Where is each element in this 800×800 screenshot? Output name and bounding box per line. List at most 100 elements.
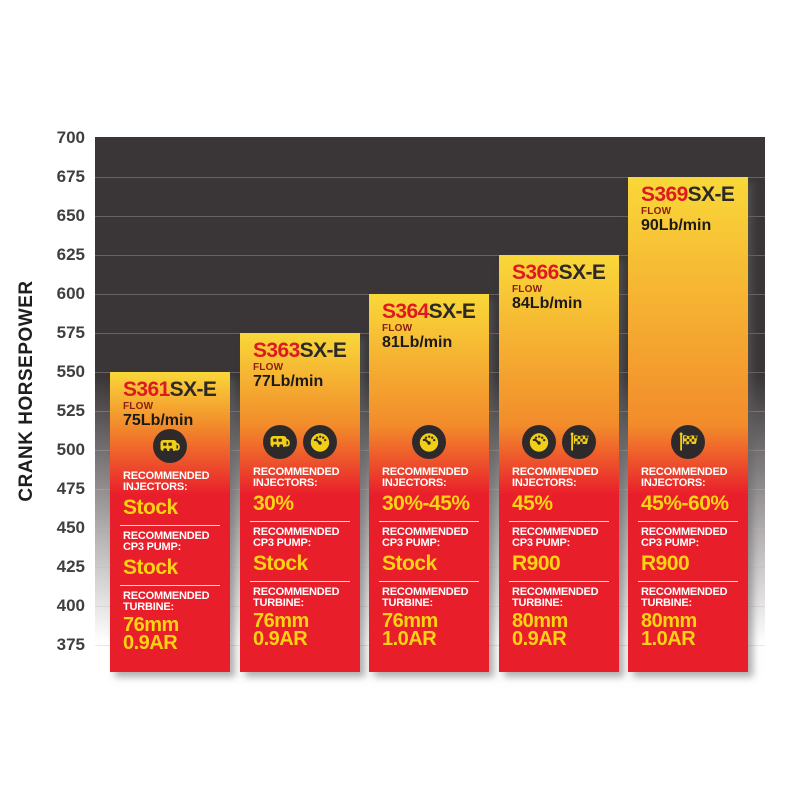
flow-value: 75Lb/min: [123, 412, 194, 429]
flow-value: 90Lb/min: [641, 217, 712, 234]
turbine-value: 76mm 0.9AR: [253, 610, 309, 650]
turbine-label: RECOMMENDED TURBINE:: [253, 586, 340, 609]
bar-title: S366SX-E: [512, 262, 613, 284]
divider: [379, 521, 479, 522]
y-tick-label: 675: [56, 167, 85, 186]
divider: [509, 581, 609, 582]
turbine-label: RECOMMENDED TURBINE:: [123, 590, 210, 613]
divider: [120, 525, 220, 526]
flow-label: FLOW: [382, 323, 413, 334]
flow-label: FLOW: [641, 206, 672, 217]
cp3-pump-value: Stock: [253, 552, 308, 575]
bar-S361SX-E: S361SX-E FLOW 75Lb/min RECOMMENDED INJEC…: [110, 372, 230, 672]
divider: [379, 581, 479, 582]
bar-gradient-spacer: [240, 390, 360, 425]
flow-value: 84Lb/min: [512, 295, 583, 312]
y-tick-label: 700: [56, 128, 85, 147]
camper-icon: [160, 440, 180, 453]
divider: [509, 521, 609, 522]
bar-specs: RECOMMENDED INJECTORS: 45% RECOMMENDED C…: [499, 425, 619, 672]
model-suffix: SX-E: [428, 300, 476, 323]
flow-label: FLOW: [512, 284, 543, 295]
divider: [250, 521, 350, 522]
turbine-value: 80mm 0.9AR: [512, 610, 568, 650]
turbine-value: 76mm 0.9AR: [123, 614, 179, 654]
cp3-pump-label: RECOMMENDED CP3 PUMP:: [641, 526, 728, 549]
gridline: [95, 216, 765, 217]
gridline: [95, 177, 765, 178]
injectors-label: RECOMMENDED INJECTORS:: [512, 466, 599, 489]
y-tick-label: 650: [56, 206, 85, 225]
bar-gradient-spacer: [369, 351, 489, 425]
bar-title: S369SX-E: [641, 184, 742, 206]
y-tick-label: 600: [56, 284, 85, 303]
y-tick-label: 550: [56, 362, 85, 381]
y-tick-label: 400: [56, 596, 85, 615]
bar-header: S364SX-E FLOW 81Lb/min: [369, 294, 489, 352]
bar-S369SX-E: S369SX-E FLOW 90Lb/min RECOMMENDED INJEC…: [628, 177, 748, 672]
bar-header: S369SX-E FLOW 90Lb/min: [628, 177, 748, 235]
injectors-value: 45%-60%: [641, 492, 729, 515]
checkered-flag-icon: [570, 432, 589, 451]
icons-row: [240, 425, 360, 459]
turbine-label: RECOMMENDED TURBINE:: [512, 586, 599, 609]
bar-title: S364SX-E: [382, 301, 483, 323]
divider: [120, 585, 220, 586]
turbine-value: 80mm 1.0AR: [641, 610, 697, 650]
gauge-icon: [310, 433, 330, 452]
bar-gradient-spacer: [499, 312, 619, 425]
flag-icon-circle: [562, 425, 596, 459]
bar-specs: RECOMMENDED INJECTORS: 45%-60% RECOMMEND…: [628, 425, 748, 672]
bar-gradient-spacer: [628, 234, 748, 425]
gauge-icon-circle: [522, 425, 556, 459]
y-tick-label: 375: [56, 635, 85, 654]
y-tick-label: 450: [56, 518, 85, 537]
model-number: S361: [123, 378, 170, 401]
bar-S366SX-E: S366SX-E FLOW 84Lb/min RECOMMENDED INJEC…: [499, 255, 619, 672]
model-number: S363: [253, 339, 300, 362]
icons-row: [369, 425, 489, 459]
flag-icon-circle: [671, 425, 705, 459]
icons-row: [628, 425, 748, 459]
cp3-pump-value: Stock: [382, 552, 437, 575]
injectors-value: 30%-45%: [382, 492, 470, 515]
turbine-label: RECOMMENDED TURBINE:: [641, 586, 728, 609]
cp3-pump-value: R900: [641, 552, 690, 575]
model-suffix: SX-E: [558, 261, 606, 284]
plot-area: S361SX-E FLOW 75Lb/min RECOMMENDED INJEC…: [95, 137, 765, 680]
model-number: S364: [382, 300, 429, 323]
bar-title: S361SX-E: [123, 379, 224, 401]
cp3-pump-value: R900: [512, 552, 561, 575]
y-tick-label: 475: [56, 479, 85, 498]
camper-icon-circle: [153, 429, 187, 463]
injectors-label: RECOMMENDED INJECTORS:: [253, 466, 340, 489]
flow-label: FLOW: [253, 362, 284, 373]
cp3-pump-label: RECOMMENDED CP3 PUMP:: [253, 526, 340, 549]
bar-S363SX-E: S363SX-E FLOW 77Lb/min RECOMMENDED INJEC…: [240, 333, 360, 672]
cp3-pump-label: RECOMMENDED CP3 PUMP:: [512, 526, 599, 549]
model-suffix: SX-E: [299, 339, 347, 362]
injectors-value: 45%: [512, 492, 553, 515]
cp3-pump-value: Stock: [123, 556, 178, 579]
model-suffix: SX-E: [169, 378, 217, 401]
y-tick-label: 500: [56, 440, 85, 459]
bar-specs: RECOMMENDED INJECTORS: 30%-45% RECOMMEND…: [369, 425, 489, 672]
camper-icon: [270, 436, 290, 449]
bar-header: S366SX-E FLOW 84Lb/min: [499, 255, 619, 313]
icons-row: [110, 429, 230, 463]
turbine-value: 76mm 1.0AR: [382, 610, 438, 650]
turbine-label: RECOMMENDED TURBINE:: [382, 586, 469, 609]
bar-header: S361SX-E FLOW 75Lb/min: [110, 372, 230, 430]
injectors-value: Stock: [123, 496, 178, 519]
bar-title: S363SX-E: [253, 340, 354, 362]
y-axis-title: CRANK HORSEPOWER: [16, 280, 37, 502]
gauge-icon: [529, 433, 549, 452]
y-tick-label: 425: [56, 557, 85, 576]
icons-row: [499, 425, 619, 459]
bar-S364SX-E: S364SX-E FLOW 81Lb/min RECOMMENDED INJEC…: [369, 294, 489, 672]
bar-specs: RECOMMENDED INJECTORS: Stock RECOMMENDED…: [110, 429, 230, 676]
y-tick-label: 525: [56, 401, 85, 420]
divider: [250, 581, 350, 582]
injectors-value: 30%: [253, 492, 294, 515]
